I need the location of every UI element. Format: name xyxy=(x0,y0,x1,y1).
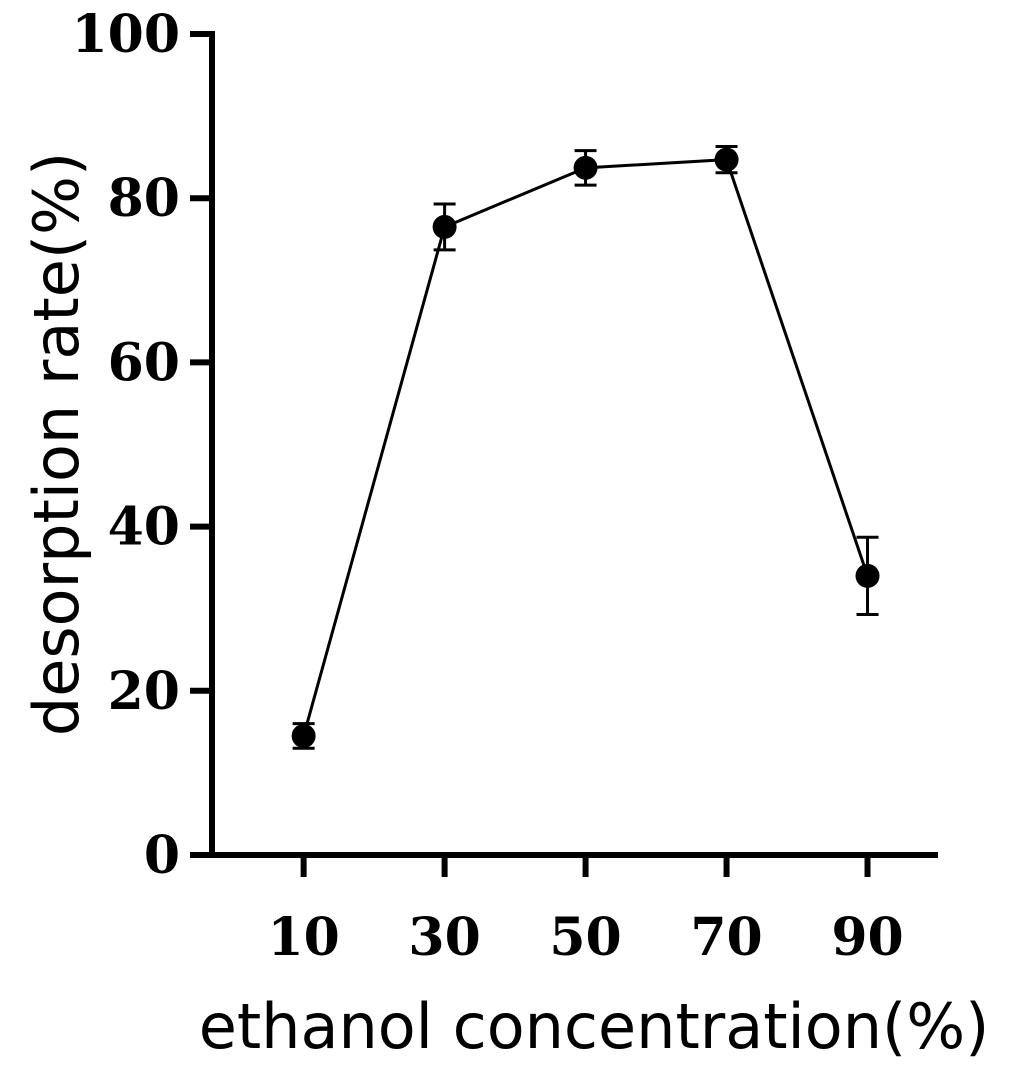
y-tick-label: 40 xyxy=(108,497,180,558)
y-tick-label: 80 xyxy=(108,168,180,229)
x-axis-title: ethanol concentration(%) xyxy=(199,990,990,1063)
data-point xyxy=(291,723,316,748)
y-tick-label: 20 xyxy=(108,661,180,722)
x-tick-label: 70 xyxy=(690,907,762,968)
ticks: 0 20 40 60 80 100 10 30 50 70 90 xyxy=(71,4,903,968)
x-tick-label: 10 xyxy=(267,907,339,968)
y-axis-title: desorption rate(%) xyxy=(20,152,93,736)
x-tick-label: 50 xyxy=(549,907,621,968)
series xyxy=(291,144,880,750)
x-tick-label: 90 xyxy=(831,907,903,968)
data-point xyxy=(573,155,598,180)
data-point xyxy=(714,147,739,172)
data-point xyxy=(855,563,880,588)
x-tick-label: 30 xyxy=(408,907,480,968)
y-tick-label: 60 xyxy=(108,332,180,393)
axes xyxy=(209,31,938,858)
y-tick-label: 0 xyxy=(144,825,180,886)
y-tick-label: 100 xyxy=(71,4,180,65)
series-line xyxy=(302,158,869,737)
data-point xyxy=(432,214,457,239)
